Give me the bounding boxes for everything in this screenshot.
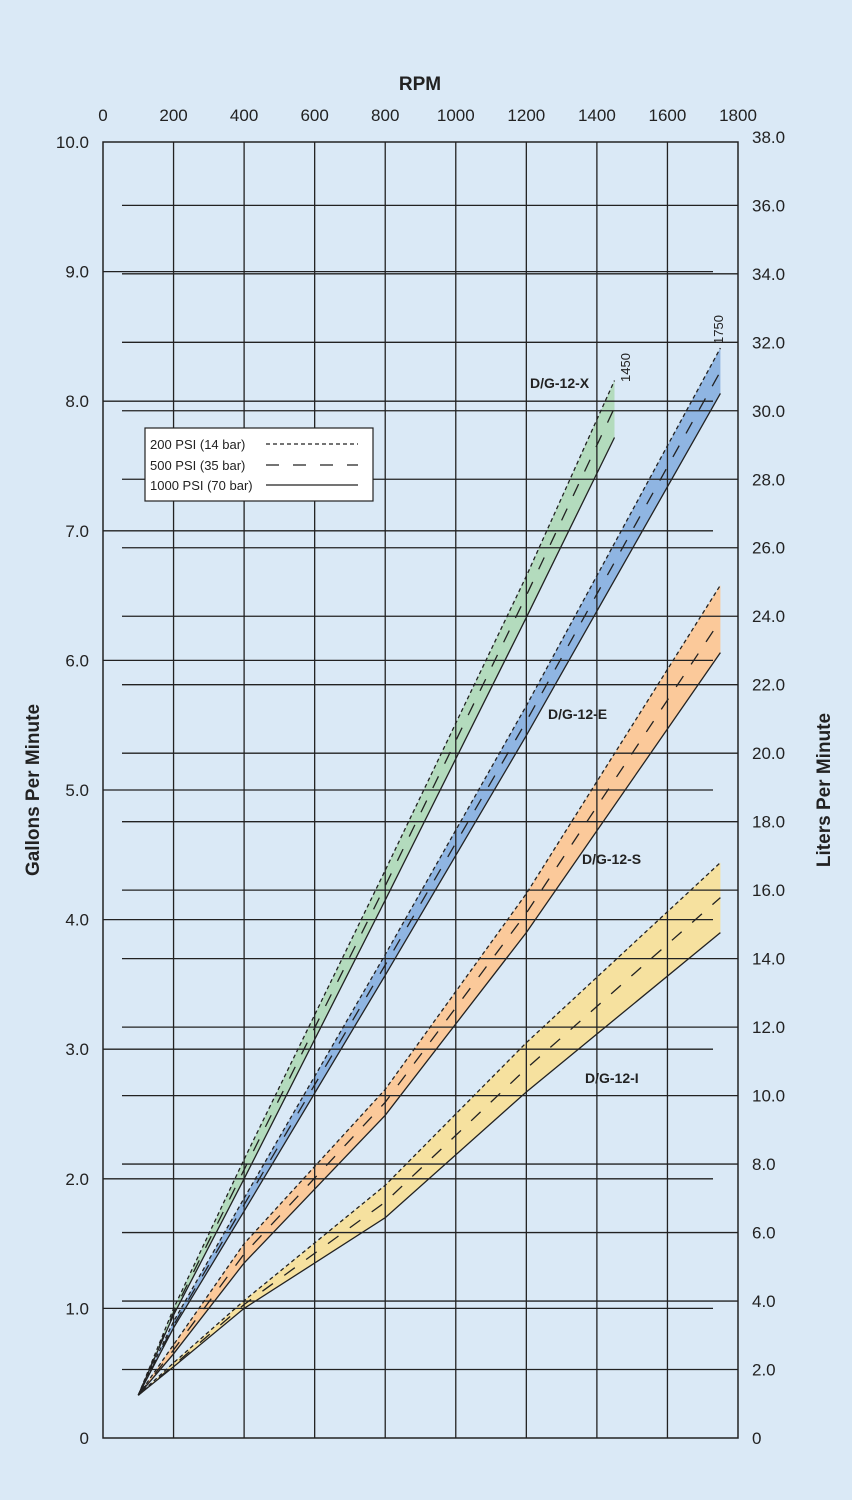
series-200psi — [137, 347, 721, 1396]
y-axis-title: Gallons Per Minute — [23, 704, 44, 876]
x-tick-label: 200 — [159, 106, 187, 125]
series-200psi — [137, 584, 721, 1396]
legend: 200 PSI (14 bar) 500 PSI (35 bar) 1000 P… — [144, 427, 374, 502]
y2-tick-label: 38.0 — [752, 128, 785, 147]
y2-tick-label: 22.0 — [752, 676, 785, 695]
series-200psi — [137, 380, 616, 1396]
max-rpm-annotation-1750: 1750 — [711, 315, 726, 344]
y2-tick-label: 36.0 — [752, 196, 785, 215]
pump-band-2 — [138, 585, 721, 1396]
y2-tick-label: 32.0 — [752, 333, 785, 352]
y2-axis-title: Liters Per Minute — [814, 713, 835, 867]
y-tick-label: 5.0 — [65, 781, 89, 800]
y2-tick-label: 20.0 — [752, 744, 785, 763]
y2-tick-label: 6.0 — [752, 1224, 776, 1243]
series-1000psi — [137, 437, 616, 1396]
x-tick-label: 1200 — [507, 106, 545, 125]
series-500psi — [137, 407, 616, 1396]
y2-tick-label: 8.0 — [752, 1155, 776, 1174]
series-1000psi — [137, 932, 721, 1396]
series-500psi — [137, 619, 721, 1396]
y2-tick-label: 34.0 — [752, 265, 785, 284]
pump-label-e: D/G-12-E — [548, 706, 607, 722]
pump-label-x: D/G-12-X — [530, 375, 590, 391]
y2-tick-label: 14.0 — [752, 950, 785, 969]
pump-band-3 — [138, 862, 721, 1396]
y2-tick-label: 16.0 — [752, 881, 785, 900]
y2-tick-label: 28.0 — [752, 470, 785, 489]
pump-label-s: D/G-12-S — [582, 851, 641, 867]
x-tick-label: 1600 — [649, 106, 687, 125]
legend-label-200psi: 200 PSI (14 bar) — [150, 437, 245, 452]
legend-label-1000psi: 1000 PSI (70 bar) — [150, 478, 253, 493]
y-tick-label: 1.0 — [65, 1299, 89, 1318]
series-1000psi — [137, 652, 721, 1396]
y-tick-label: 4.0 — [65, 911, 89, 930]
y-tick-label: 8.0 — [65, 392, 89, 411]
y2-tick-label: 24.0 — [752, 607, 785, 626]
x-tick-label: 1400 — [578, 106, 616, 125]
x-tick-label: 1800 — [719, 106, 757, 125]
y-tick-label: 6.0 — [65, 651, 89, 670]
y2-tick-label: 0 — [752, 1429, 761, 1448]
y2-tick-label: 4.0 — [752, 1292, 776, 1311]
pump-band-0 — [138, 380, 615, 1396]
series-200psi — [137, 862, 721, 1396]
series-500psi — [137, 371, 721, 1396]
x-tick-label: 600 — [300, 106, 328, 125]
legend-label-500psi: 500 PSI (35 bar) — [150, 458, 245, 473]
x-tick-label: 400 — [230, 106, 258, 125]
y2-tick-label: 10.0 — [752, 1087, 785, 1106]
y-tick-label: 9.0 — [65, 263, 89, 282]
pump-band-1 — [138, 348, 721, 1396]
y2-tick-label: 26.0 — [752, 539, 785, 558]
y2-tick-label: 18.0 — [752, 813, 785, 832]
x-tick-label: 800 — [371, 106, 399, 125]
series-1000psi — [137, 393, 721, 1396]
y-tick-label: 0 — [80, 1429, 89, 1448]
y-tick-label: 3.0 — [65, 1040, 89, 1059]
y-tick-label: 7.0 — [65, 522, 89, 541]
y-tick-label: 2.0 — [65, 1170, 89, 1189]
x-tick-label: 0 — [98, 106, 107, 125]
max-rpm-annotation-1450: 1450 — [618, 353, 633, 382]
y2-tick-label: 30.0 — [752, 402, 785, 421]
x-tick-label: 1000 — [437, 106, 475, 125]
y-tick-label: 10.0 — [56, 133, 89, 152]
pump-label-i: D/G-12-I — [585, 1070, 639, 1086]
series-500psi — [137, 897, 721, 1396]
x-axis-title: RPM — [399, 74, 441, 95]
y2-tick-label: 12.0 — [752, 1018, 785, 1037]
y2-tick-label: 2.0 — [752, 1361, 776, 1380]
